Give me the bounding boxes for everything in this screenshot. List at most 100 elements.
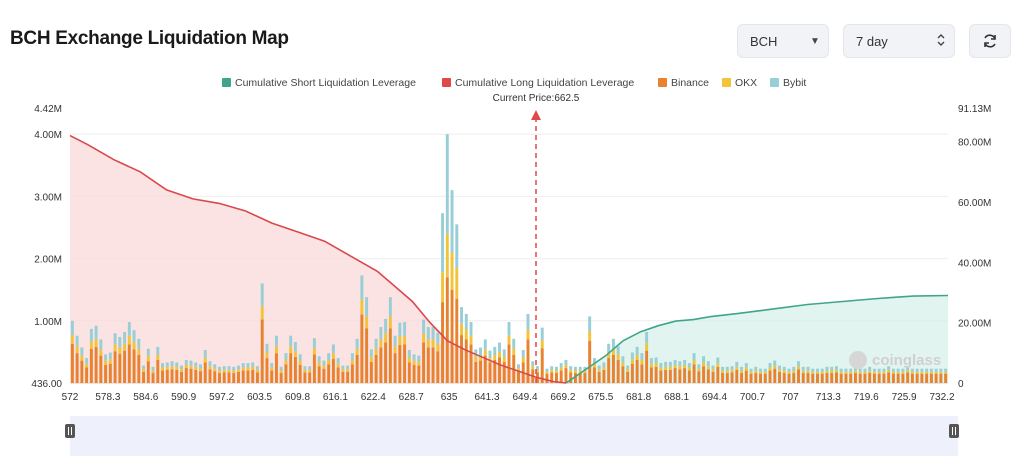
bar-bybit-20 xyxy=(165,362,169,367)
bar-okx-38 xyxy=(251,366,255,370)
short-cumulative-line xyxy=(565,294,949,384)
refresh-button[interactable] xyxy=(969,24,1011,58)
bar-okx-3 xyxy=(85,363,89,368)
x-tick-label: 694.4 xyxy=(702,392,727,403)
bar-binance-84 xyxy=(469,344,473,383)
symbol-select[interactable]: BCH ▼ xyxy=(737,24,829,58)
bar-bybit-43 xyxy=(274,335,278,347)
bar-bybit-87 xyxy=(483,339,487,350)
bar-bybit-21 xyxy=(170,361,174,367)
bar-binance-79 xyxy=(445,277,449,383)
zoom-track xyxy=(70,416,958,456)
bar-okx-9 xyxy=(113,344,117,352)
y-right-tick-label: 20.00M xyxy=(958,319,991,330)
bar-bybit-25 xyxy=(189,360,193,366)
bar-bybit-93 xyxy=(512,338,516,349)
bar-okx-168 xyxy=(868,370,872,374)
bar-bybit-170 xyxy=(877,368,881,372)
bar-okx-183 xyxy=(939,371,943,374)
bar-binance-52 xyxy=(317,366,321,383)
bar-binance-35 xyxy=(237,371,240,383)
cumulative-areas xyxy=(70,135,948,383)
bar-binance-77 xyxy=(436,351,440,383)
bar-bybit-177 xyxy=(910,368,914,372)
bar-okx-150 xyxy=(782,370,786,374)
bar-okx-142 xyxy=(744,367,748,371)
zoom-handle-right[interactable] xyxy=(949,424,959,438)
bar-binance-11 xyxy=(123,350,127,383)
long-cumulative-area xyxy=(70,135,567,383)
bar-okx-52 xyxy=(317,362,321,367)
bar-okx-7 xyxy=(104,360,108,365)
bar-bybit-182 xyxy=(934,368,938,372)
bar-okx-139 xyxy=(730,369,734,373)
bar-okx-18 xyxy=(156,355,160,360)
bar-okx-39 xyxy=(255,369,259,373)
bar-binance-151 xyxy=(787,373,791,383)
bar-okx-113 xyxy=(607,352,611,359)
bar-binance-65 xyxy=(379,347,383,383)
zoom-handle-left[interactable] xyxy=(65,424,75,438)
updown-chevron-icon xyxy=(928,33,954,50)
bar-bybit-77 xyxy=(436,332,440,344)
bar-okx-60 xyxy=(355,348,359,355)
bar-okx-67 xyxy=(388,316,392,329)
page-title: BCH Exchange Liquidation Map xyxy=(10,28,289,49)
bar-okx-134 xyxy=(706,366,710,370)
bar-bybit-59 xyxy=(350,353,354,360)
bar-bybit-119 xyxy=(635,346,639,355)
bar-bybit-74 xyxy=(422,319,426,334)
bar-bybit-84 xyxy=(469,322,473,336)
bar-binance-143 xyxy=(749,373,753,383)
bar-bybit-22 xyxy=(175,362,179,367)
bar-binance-16 xyxy=(146,361,150,383)
bar-bybit-161 xyxy=(835,366,838,370)
bar-bybit-145 xyxy=(759,368,762,372)
bar-binance-36 xyxy=(241,370,245,383)
bar-binance-22 xyxy=(175,369,179,383)
bar-okx-122 xyxy=(649,363,653,368)
x-tick-label: 681.8 xyxy=(626,392,651,403)
bar-binance-181 xyxy=(929,373,933,383)
bar-binance-117 xyxy=(626,371,630,383)
time-range-select[interactable]: 7 day xyxy=(843,24,955,58)
bar-binance-54 xyxy=(327,364,331,383)
bar-bybit-180 xyxy=(925,368,929,372)
bar-okx-105 xyxy=(569,369,573,373)
bar-okx-87 xyxy=(483,349,487,356)
bar-bybit-53 xyxy=(322,360,326,366)
zoom-slider[interactable] xyxy=(65,416,959,456)
bar-binance-62 xyxy=(365,328,369,383)
bar-bybit-23 xyxy=(180,365,183,370)
bar-okx-157 xyxy=(816,371,819,374)
bar-okx-33 xyxy=(227,369,231,373)
bar-bybit-88 xyxy=(488,350,492,359)
legend-swatch-4 xyxy=(770,78,779,87)
bar-okx-43 xyxy=(274,346,278,354)
bar-okx-82 xyxy=(460,323,464,336)
bar-binance-150 xyxy=(782,373,786,383)
bar-bybit-94 xyxy=(517,364,520,369)
bar-bybit-37 xyxy=(246,363,250,368)
bar-binance-19 xyxy=(161,370,165,383)
bar-okx-180 xyxy=(925,371,929,374)
bar-bybit-42 xyxy=(270,363,274,368)
y-axis-left: 4.42M 4.00M 3.00M 2.00M 1.00M 436.00 xyxy=(31,104,62,390)
x-tick-label: 641.3 xyxy=(474,392,499,403)
bar-okx-77 xyxy=(436,343,440,352)
bar-bybit-183 xyxy=(939,368,943,372)
caret-down-icon: ▼ xyxy=(810,35,820,47)
bar-okx-31 xyxy=(218,370,221,374)
bar-okx-108 xyxy=(583,370,587,374)
bar-bybit-63 xyxy=(369,349,373,357)
bar-bybit-159 xyxy=(825,366,829,371)
bar-binance-148 xyxy=(773,368,777,383)
bar-okx-132 xyxy=(697,368,701,372)
bar-binance-104 xyxy=(564,368,568,383)
bar-okx-98 xyxy=(536,369,539,373)
bar-okx-72 xyxy=(412,360,416,365)
bar-bybit-54 xyxy=(327,353,331,360)
current-price-arrow-icon xyxy=(531,110,541,120)
legend-swatch-2 xyxy=(658,78,667,87)
